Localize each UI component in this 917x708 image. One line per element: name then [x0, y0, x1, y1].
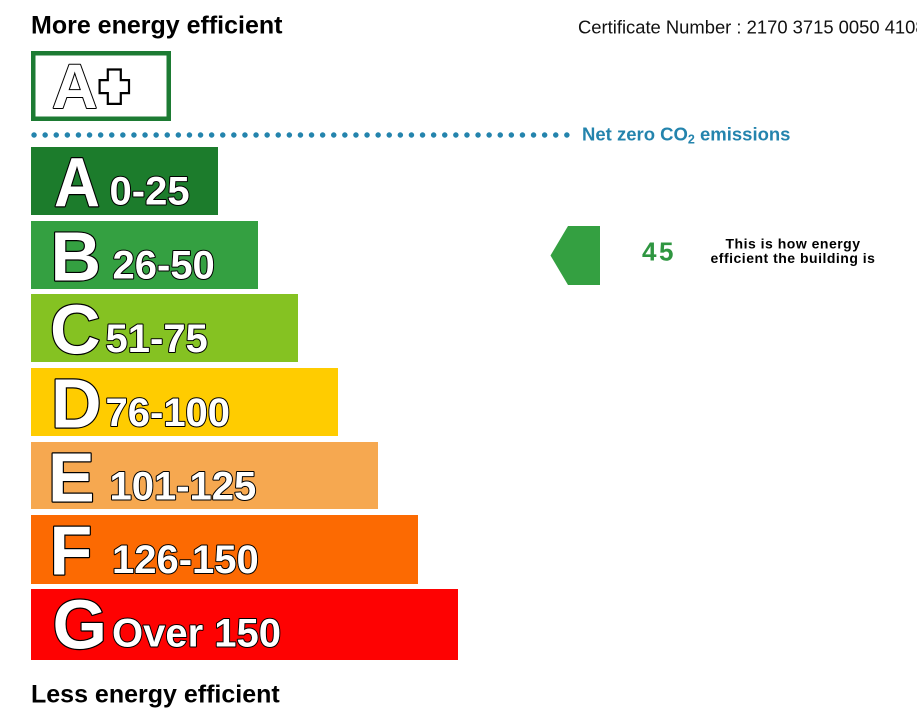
svg-text:D: D: [51, 365, 102, 443]
svg-text:Over 150: Over 150: [112, 612, 281, 656]
svg-text:26-50: 26-50: [113, 244, 215, 288]
svg-text:A: A: [52, 52, 98, 122]
svg-text:Certificate Number : 2170 3715: Certificate Number : 2170 3715 0050 4108…: [578, 17, 917, 38]
svg-text:101-125: 101-125: [110, 465, 257, 509]
svg-text:C: C: [50, 291, 101, 369]
svg-text:51-75: 51-75: [106, 317, 208, 361]
svg-text:B: B: [51, 218, 102, 296]
svg-text:Net zero CO2 emissions: Net zero CO2 emissions: [582, 123, 790, 146]
svg-text:This is how energy: This is how energy: [725, 236, 860, 252]
svg-text:Less energy efficient: Less energy efficient: [31, 681, 280, 708]
svg-text:A: A: [54, 144, 100, 222]
svg-text:efficient the building is: efficient the building is: [711, 250, 876, 266]
svg-text:76-100: 76-100: [106, 391, 231, 435]
svg-text:More energy efficient: More energy efficient: [31, 12, 283, 40]
svg-text:0-25: 0-25: [110, 170, 190, 214]
svg-text:E: E: [48, 439, 95, 517]
svg-text:126-150: 126-150: [112, 538, 259, 582]
svg-text:G: G: [53, 586, 107, 664]
svg-text:45: 45: [642, 237, 676, 267]
svg-text:F: F: [50, 512, 93, 590]
